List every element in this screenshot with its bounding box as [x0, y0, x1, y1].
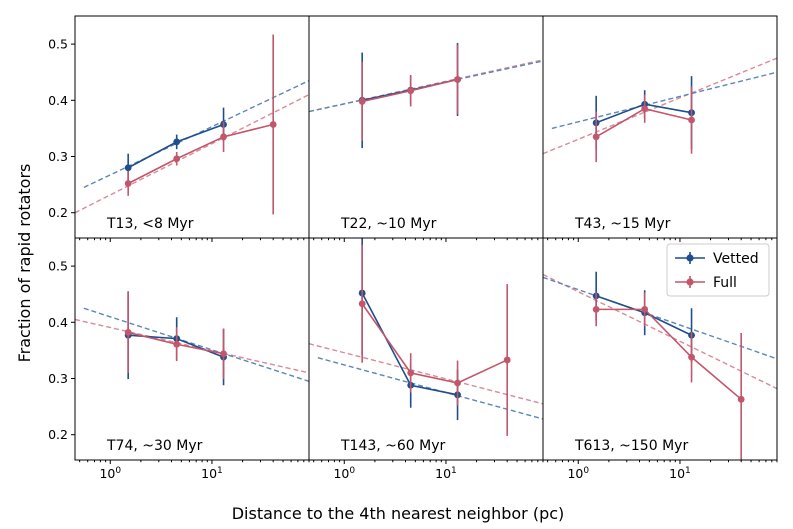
x-tick-label: 101: [669, 466, 691, 481]
panel-label: T43, ~15 Myr: [574, 216, 671, 232]
legend-marker-full: [686, 278, 694, 286]
y-tick-label: 0.4: [48, 315, 68, 330]
y-tick-label: 0.2: [48, 205, 68, 220]
data-point-full: [407, 87, 415, 95]
data-point-full: [592, 305, 600, 313]
x-tick-label: 100: [567, 466, 589, 481]
legend-marker-vetted: [686, 254, 694, 262]
y-tick-label: 0.4: [48, 93, 68, 108]
panel-plot-area: [543, 271, 777, 460]
legend-entry-full: Full: [675, 275, 737, 291]
panel-1: 0.2 0.3 0.4 0.5 T13, <8 Myr: [48, 15, 310, 242]
fit-line-vetted: [317, 357, 543, 420]
data-point-full: [688, 116, 695, 124]
fit-line-full: [543, 57, 777, 155]
fit-line-full: [75, 318, 309, 374]
panel-plot-area: [309, 42, 543, 149]
legend-label-vetted: Vetted: [713, 251, 759, 267]
series-line-full: [127, 123, 274, 185]
panel-plot-area: [75, 34, 309, 215]
legend-label-full: Full: [713, 275, 737, 291]
fit-line-vetted: [83, 307, 309, 382]
x-tick-label: 100: [99, 466, 121, 481]
legend: Vetted Full: [666, 243, 770, 297]
series-line-full: [361, 303, 508, 384]
fit-line-vetted: [551, 71, 777, 130]
panel-plot-area: [75, 291, 309, 386]
data-point-full: [358, 300, 366, 308]
data-point-full: [220, 350, 227, 358]
data-point-full: [269, 121, 277, 128]
data-point-full: [454, 76, 461, 83]
panel-6: 100 101 T613, ~150 Myr: [542, 237, 778, 481]
data-point-vetted: [173, 138, 181, 146]
panel-plot-area: [309, 238, 543, 436]
data-point-full: [503, 356, 511, 364]
data-point-full: [737, 395, 745, 403]
panels-group: 0.2 0.3 0.4 0.5 T13, <8 Myr T22, ~10 Myr T43, …: [48, 15, 778, 481]
data-point-full: [220, 133, 227, 141]
data-point-full: [641, 305, 649, 313]
data-point-full: [407, 369, 415, 377]
panel-frame: [74, 237, 310, 461]
panel-label: T13, <8 Myr: [106, 216, 194, 232]
panel-label: T22, ~10 Myr: [340, 216, 437, 232]
panel-4: 0.2 0.3 0.4 0.5 100 101 T74, ~30 Myr: [48, 237, 310, 481]
data-point-full: [124, 180, 132, 187]
y-tick-label: 0.3: [48, 149, 68, 164]
x-tick-label: 101: [201, 466, 223, 481]
data-point-full: [124, 329, 132, 336]
fit-line-full: [309, 342, 543, 405]
panel-label: T74, ~30 Myr: [106, 438, 203, 454]
panel-2: T22, ~10 Myr: [308, 15, 544, 242]
data-point-full: [173, 340, 181, 348]
data-point-full: [173, 155, 181, 163]
data-point-full: [688, 353, 695, 361]
x-tick-label: 101: [435, 466, 457, 481]
series-line-full: [596, 308, 742, 400]
panel-frame: [308, 15, 544, 239]
panel-3: T43, ~15 Myr: [542, 15, 778, 242]
data-point-vetted: [124, 164, 132, 172]
panel-frame: [542, 237, 778, 461]
data-point-full: [592, 133, 600, 141]
data-point-full: [358, 98, 366, 105]
panel-5: 100 101 T143, ~60 Myr: [308, 237, 544, 481]
y-tick-label: 0.3: [48, 371, 68, 386]
panel-label: T613, ~150 Myr: [574, 438, 688, 454]
panel-label: T143, ~60 Myr: [340, 438, 446, 454]
y-axis-label: Fraction of rapid rotators: [15, 164, 34, 363]
x-tick-label: 100: [333, 466, 355, 481]
data-point-full: [641, 105, 649, 113]
fit-line-full: [543, 273, 777, 390]
fit-line-full: [75, 94, 309, 214]
panel-frame: [542, 15, 778, 239]
y-tick-label: 0.5: [48, 259, 68, 274]
fit-line-vetted: [543, 276, 777, 360]
y-tick-label: 0.2: [48, 427, 68, 442]
legend-entry-vetted: Vetted: [675, 251, 759, 267]
panel-plot-area: [543, 57, 777, 163]
y-tick-label: 0.5: [48, 37, 68, 52]
x-axis-label: Distance to the 4th nearest neighbor (pc…: [232, 504, 565, 523]
data-point-full: [454, 379, 461, 387]
